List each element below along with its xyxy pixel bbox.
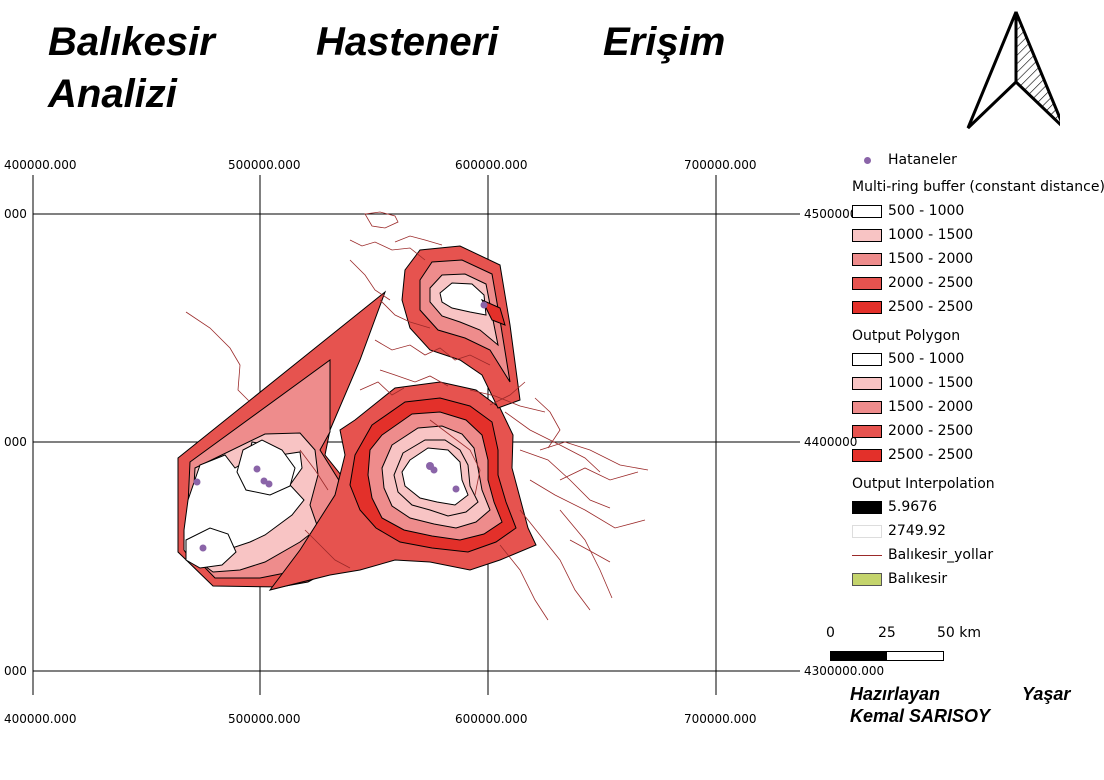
legend-label: 2500 - 2500 bbox=[888, 447, 974, 463]
legend-swatch bbox=[852, 300, 882, 314]
legend-swatch bbox=[852, 424, 882, 438]
legend-label: 500 - 1000 bbox=[888, 351, 965, 367]
legend-label: 500 - 1000 bbox=[888, 203, 965, 219]
legend-item: 2500 - 2500 bbox=[852, 298, 973, 316]
road-line-icon bbox=[852, 554, 882, 556]
grid-label-top-2: 500000.000 bbox=[228, 158, 301, 172]
legend-swatch bbox=[852, 448, 882, 462]
legend-group-title: Multi-ring buffer (constant distance) bbox=[852, 179, 1104, 195]
author-word-1: Hazırlayan bbox=[850, 684, 941, 704]
legend-item-hospitals: Hataneler bbox=[852, 151, 957, 169]
grid-label-bottom-1: 400000.000 bbox=[4, 712, 77, 726]
grid-label-left-2: 000 bbox=[4, 435, 27, 449]
legend-item: 1000 - 1500 bbox=[852, 374, 973, 392]
map-frame bbox=[32, 175, 800, 695]
author-credit: Hazırlayan Yaşar Kemal SARISOY bbox=[850, 683, 1080, 727]
grid-label-top-1: 400000.000 bbox=[4, 158, 77, 172]
legend-swatch bbox=[852, 572, 882, 586]
legend-item-roads: Balıkesir_yollar bbox=[852, 546, 993, 564]
legend-swatch bbox=[852, 276, 882, 290]
scale-label-25: 25 bbox=[878, 625, 896, 641]
legend-label: 1500 - 2000 bbox=[888, 251, 974, 267]
legend-label: 1000 - 1500 bbox=[888, 375, 974, 391]
hospital-points bbox=[193, 301, 488, 552]
grid-label-left-3: 000 bbox=[4, 664, 27, 678]
north-service-area bbox=[401, 245, 521, 409]
title-word-3: Erişim bbox=[603, 20, 726, 64]
grid-label-right-3: 4300000.000 bbox=[804, 664, 885, 678]
legend-label: 2749.92 bbox=[888, 523, 946, 539]
legend-item: 1500 - 2000 bbox=[852, 250, 973, 268]
author-name: Kemal SARISOY bbox=[850, 706, 991, 726]
legend-label: Balıkesir_yollar bbox=[888, 547, 994, 563]
grid-label-bottom-2: 500000.000 bbox=[228, 712, 301, 726]
legend-swatch bbox=[852, 500, 882, 514]
title-word-4: Analizi bbox=[48, 72, 177, 116]
legend-item: 500 - 1000 bbox=[852, 350, 964, 368]
legend-label: Balıkesir bbox=[888, 571, 948, 587]
legend-label: 2500 - 2500 bbox=[888, 299, 974, 315]
legend-item: 1500 - 2000 bbox=[852, 398, 973, 416]
legend-swatch bbox=[852, 400, 882, 414]
legend-label: 1000 - 1500 bbox=[888, 227, 974, 243]
legend-item: 500 - 1000 bbox=[852, 202, 964, 220]
grid-label-bottom-4: 700000.000 bbox=[684, 712, 757, 726]
legend-swatch bbox=[852, 352, 882, 366]
legend-item: 2000 - 2500 bbox=[852, 274, 973, 292]
legend-item: 2000 - 2500 bbox=[852, 422, 973, 440]
hospital-point-icon bbox=[852, 156, 882, 164]
legend-item: 1000 - 1500 bbox=[852, 226, 973, 244]
grid-label-right-2: 4400000 bbox=[804, 435, 858, 449]
legend-group-title: Output Polygon bbox=[852, 328, 961, 344]
legend-item-interp-min: 5.9676 bbox=[852, 498, 937, 516]
grid-label-top-3: 600000.000 bbox=[455, 158, 528, 172]
scale-bar: 0 25 50 km bbox=[822, 625, 982, 685]
legend-swatch bbox=[852, 376, 882, 390]
grid-label-right-1: 4500000 bbox=[804, 207, 858, 221]
legend-label: Hataneler bbox=[888, 152, 957, 168]
roads-network bbox=[185, 211, 649, 621]
legend-item-province: Balıkesir bbox=[852, 570, 947, 588]
central-service-area bbox=[268, 381, 537, 591]
scale-label-0: 0 bbox=[826, 625, 835, 641]
legend-label: 5.9676 bbox=[888, 499, 937, 515]
grid-label-left-1: 000 bbox=[4, 207, 27, 221]
scale-segment-light bbox=[886, 651, 944, 661]
legend-label: 2000 - 2500 bbox=[888, 423, 974, 439]
legend-swatch bbox=[852, 252, 882, 266]
legend-label: 1500 - 2000 bbox=[888, 399, 974, 415]
grid-label-bottom-3: 600000.000 bbox=[455, 712, 528, 726]
title-word-2: Hasteneri bbox=[316, 20, 499, 64]
legend-item-interp-max: 2749.92 bbox=[852, 522, 946, 540]
legend-swatch bbox=[852, 204, 882, 218]
legend-group-title: Output Interpolation bbox=[852, 476, 995, 492]
scale-label-50: 50 km bbox=[937, 625, 982, 641]
scale-segment-dark bbox=[830, 651, 886, 661]
title-word-1: Balıkesir bbox=[48, 20, 215, 64]
north-arrow-icon bbox=[966, 11, 1060, 130]
legend-swatch bbox=[852, 228, 882, 242]
legend-item: 2500 - 2500 bbox=[852, 446, 973, 464]
grid-label-top-4: 700000.000 bbox=[684, 158, 757, 172]
author-word-2: Yaşar bbox=[1022, 684, 1071, 704]
legend-label: 2000 - 2500 bbox=[888, 275, 974, 291]
legend-swatch bbox=[852, 524, 882, 538]
